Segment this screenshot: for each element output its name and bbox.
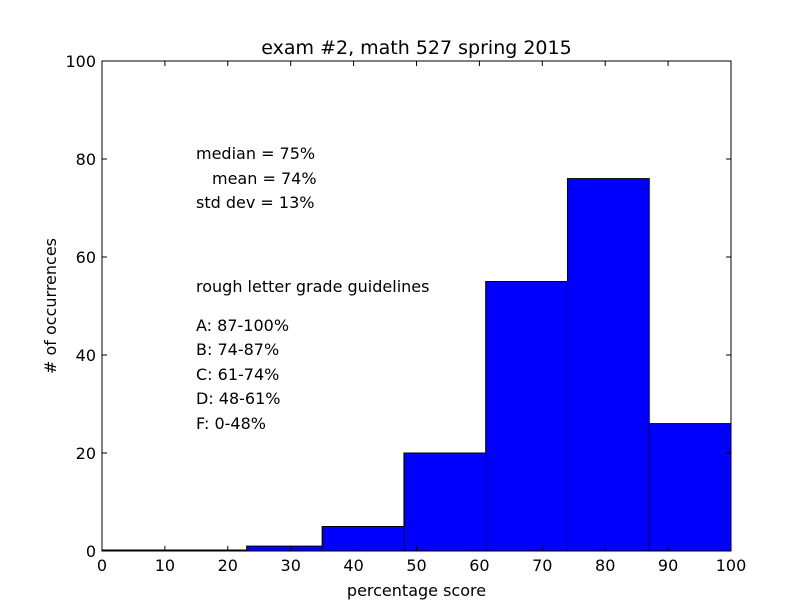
- y-tick-label-3: 60: [76, 248, 96, 267]
- x-tick-label-9: 90: [658, 556, 678, 575]
- y-tick-label-0: 0: [86, 542, 96, 561]
- histogram-bar-1: [246, 545, 323, 552]
- x-tick-label-7: 70: [532, 556, 552, 575]
- grade-guideline-f: F: 0-48%: [196, 414, 266, 433]
- grade-guideline-c: C: 61-74%: [196, 365, 279, 384]
- median-annotation: median = 75%: [196, 144, 315, 163]
- x-axis-label: percentage score: [347, 581, 486, 600]
- histogram-bar-4: [485, 281, 568, 552]
- x-tick-label-1: 10: [155, 556, 175, 575]
- y-tick-label-5: 100: [65, 52, 96, 71]
- bars-group: [102, 178, 732, 552]
- x-tick-label-5: 50: [406, 556, 426, 575]
- x-tick-label-2: 20: [218, 556, 238, 575]
- x-tick-label-10: 100: [716, 556, 747, 575]
- chart-title: exam #2, math 527 spring 2015: [261, 37, 571, 59]
- y-tick-label-4: 80: [76, 150, 96, 169]
- x-tick-label-3: 30: [281, 556, 301, 575]
- histogram-bar-3: [403, 452, 487, 552]
- grade-guidelines-heading: rough letter grade guidelines: [196, 277, 429, 296]
- x-tick-label-0: 0: [97, 556, 107, 575]
- mean-annotation: mean = 74%: [212, 169, 317, 188]
- grade-guideline-a: A: 87-100%: [196, 316, 289, 335]
- x-tick-label-6: 60: [469, 556, 489, 575]
- histogram-bar-5: [566, 178, 650, 552]
- x-tick-label-8: 80: [595, 556, 615, 575]
- grade-guideline-d: D: 48-61%: [196, 389, 281, 408]
- ticks-group: 0 10 20 30 40 50 60 70 80 90 100 0 20 40 60 80 100: [65, 52, 746, 575]
- std-dev-annotation: std dev = 13%: [196, 193, 314, 212]
- grade-guideline-b: B: 74-87%: [196, 340, 279, 359]
- histogram-bar-2: [321, 526, 405, 552]
- histogram-bar-6: [648, 423, 732, 552]
- y-tick-label-2: 40: [76, 346, 96, 365]
- y-tick-label-1: 20: [76, 444, 96, 463]
- y-axis-label: # of occurrences: [41, 238, 60, 374]
- x-tick-label-4: 40: [343, 556, 363, 575]
